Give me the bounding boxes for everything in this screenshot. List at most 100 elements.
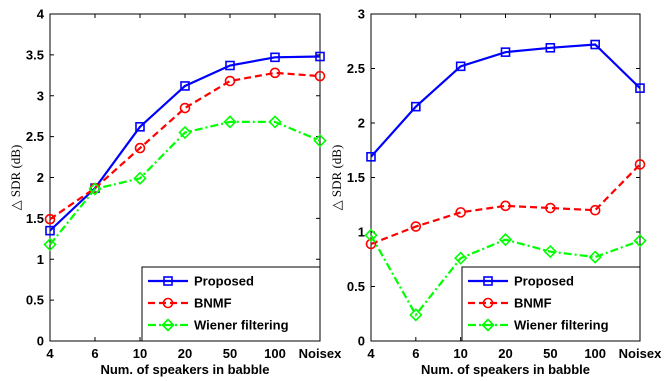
x-tick-label: 6 [412,346,419,361]
data-point [455,207,466,218]
y-tick-label: 1.5 [26,211,44,226]
series-proposed [366,39,645,162]
data-point [224,75,236,87]
data-point [315,51,325,62]
y-tick-label: 2 [37,170,44,185]
legend-label: Proposed [194,274,254,289]
legend-marker [483,276,493,286]
series-wiener-filtering [43,115,327,252]
data-point [225,60,235,71]
data-point [634,159,646,170]
data-point [633,234,647,248]
y-tick-label: 2.5 [347,61,365,76]
data-point [133,171,147,185]
series-bnmf [365,159,646,250]
y-tick-label: 0.5 [347,279,365,294]
legend-label: Wiener filtering [514,318,609,333]
series-line [370,163,641,246]
y-tick-label: 2 [358,116,365,131]
y-tick-label: 1 [37,252,44,267]
data-point [545,202,556,214]
y-tick-label: 0.5 [26,293,44,308]
legend-label: BNMF [514,296,552,311]
data-point [454,251,468,265]
legend-marker [481,318,495,332]
x-tick-label: 4 [367,346,375,361]
x-tick-label: 10 [453,346,467,361]
data-point [269,67,281,79]
chart-2: 0 0.5 1 1.5 2 2.5 3 4 6 10 20 50 100 Noisex Num. of sp… [329,7,662,378]
x-tick-label: 6 [91,346,98,361]
data-point [409,308,423,322]
x-tick-label: 50 [543,346,557,361]
data-point [543,244,557,259]
data-point [223,115,237,129]
data-point [498,232,513,247]
x-tick-label: Noisex [619,346,662,361]
series-line [49,71,321,221]
legend-label: Proposed [514,274,574,289]
data-point [270,52,280,63]
data-point [179,102,191,114]
legend-marker [163,276,173,286]
series-line [370,43,641,158]
x-axis-label: Num. of speakers in babble [100,362,269,377]
y-axis-label: △ SDR (dB) [8,145,23,211]
data-point [589,204,601,216]
data-point [410,221,422,232]
legend: Proposed BNMF Wiener filtering [461,266,641,342]
legend-marker [482,297,494,309]
data-point [455,61,466,72]
y-axis-label: △ SDR (dB) [329,145,344,211]
series-line [370,234,641,317]
data-point [313,134,327,148]
chart-1: 0 0.5 1 1.5 2 2.5 3 3.5 4 4 6 10 20 50 100 Noisex Num. o… [8,7,342,378]
x-tick-label: 100 [584,346,606,361]
data-point [268,115,282,129]
y-tick-label: 3 [37,88,44,103]
series-wiener-filtering [364,228,647,322]
data-point [134,142,146,154]
data-point [314,70,326,82]
y-tick-label: 4 [37,7,45,22]
data-point [635,83,645,93]
series-proposed [45,51,325,236]
data-point [178,125,192,140]
data-point [364,228,378,242]
data-point [411,101,421,112]
y-tick-label: 1.5 [347,170,365,185]
data-point [44,213,56,225]
data-point [135,122,145,132]
data-point [88,182,102,196]
x-axis-label: Num. of speakers in babble [421,362,590,377]
data-point [588,250,602,264]
legend-marker [162,297,174,309]
x-tick-label: 4 [46,346,54,361]
data-point [366,151,376,162]
data-point [500,47,511,57]
legend-label: Wiener filtering [194,318,289,333]
x-tick-label: 10 [133,346,147,361]
y-tick-label: 3 [358,7,365,22]
x-tick-label: Noisex [299,346,342,361]
legend-label: BNMF [194,296,232,311]
series-line [49,120,321,246]
y-tick-label: 1 [358,225,365,240]
data-point [590,39,600,50]
x-tick-label: 100 [264,346,286,361]
y-tick-label: 0 [358,334,365,349]
data-point [545,42,556,53]
data-point [43,237,57,252]
data-point [180,81,190,91]
y-tick-label: 2.5 [26,129,44,144]
y-tick-label: 3.5 [26,47,44,62]
data-point [500,200,511,212]
y-tick-label: 0 [37,334,44,349]
legend-marker [161,318,175,332]
data-point [365,238,377,250]
x-tick-label: 50 [223,346,237,361]
legend: Proposed BNMF Wiener filtering [141,266,321,342]
series-bnmf [44,67,326,225]
x-tick-label: 20 [178,346,192,361]
